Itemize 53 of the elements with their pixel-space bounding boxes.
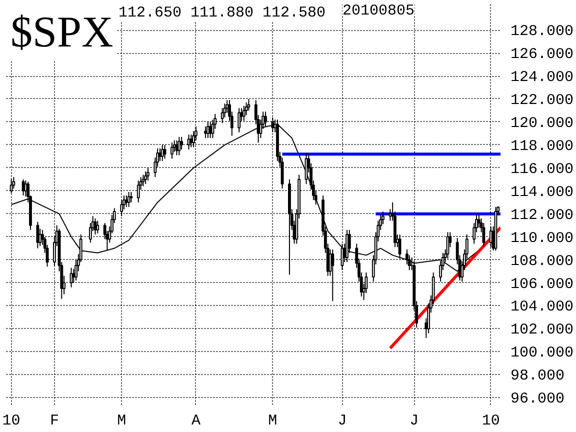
candlestick (142, 174, 145, 187)
y-tick-label: 120.000 (510, 114, 574, 132)
candlestick (36, 221, 40, 249)
candlestick (130, 192, 133, 203)
y-tick-label: 114.000 (510, 184, 574, 201)
y-tick-label: 102.000 (510, 322, 574, 339)
candlestick (146, 167, 150, 182)
candlestick (192, 130, 196, 148)
y-tick-label: 124.000 (510, 69, 574, 86)
candlestick (160, 144, 164, 162)
candlestick (190, 134, 193, 148)
candlestick (331, 248, 334, 302)
candlestick (127, 192, 130, 208)
y-tick-label: 126.000 (510, 46, 574, 64)
x-tick-label: 10 (2, 412, 20, 430)
candlestick (242, 105, 246, 122)
candlestick (477, 214, 480, 228)
x-tick-label: F (50, 412, 59, 430)
y-tick-label: 104.000 (510, 298, 574, 316)
candlestick (96, 220, 100, 234)
candlestick (238, 108, 241, 133)
y-tick-label: 98.000 (510, 368, 565, 385)
candlestick (163, 144, 166, 160)
candlestick (204, 126, 207, 139)
y-tick-label: 118.000 (510, 138, 574, 155)
y-tick-label: 96.000 (510, 390, 565, 408)
candlestick (120, 200, 124, 217)
candlestick (178, 136, 181, 156)
candlestick (144, 170, 148, 184)
x-tick-label: J (410, 412, 419, 430)
annotation: 112.650 111.880 112.580 (118, 4, 326, 22)
y-tick-label: 122.000 (510, 92, 574, 109)
x-tick-label: J (338, 412, 347, 430)
candlestick (124, 194, 128, 208)
y-tick-label: 106.000 (510, 276, 574, 293)
y-tick-label: 128.000 (510, 23, 574, 40)
x-tick-label: M (117, 412, 126, 430)
candlestick (220, 108, 224, 124)
y-tick-label: 100.000 (510, 344, 574, 362)
x-tick-label: 10 (482, 412, 500, 430)
chart-title: $SPX (10, 8, 114, 56)
annotation: 20100805 (342, 2, 415, 20)
candlestick (208, 121, 212, 139)
y-tick-label: 116.000 (510, 160, 574, 178)
candlestick (247, 98, 250, 111)
x-tick-label: M (268, 412, 278, 430)
y-tick-label: 108.000 (510, 252, 574, 270)
candlestick (170, 142, 174, 160)
candlestick (346, 229, 348, 263)
candlestick (136, 180, 140, 203)
y-tick-label: 110.000 (510, 230, 574, 247)
y-tick-label: 112.000 (510, 206, 574, 224)
x-tick-label: A (191, 412, 200, 430)
